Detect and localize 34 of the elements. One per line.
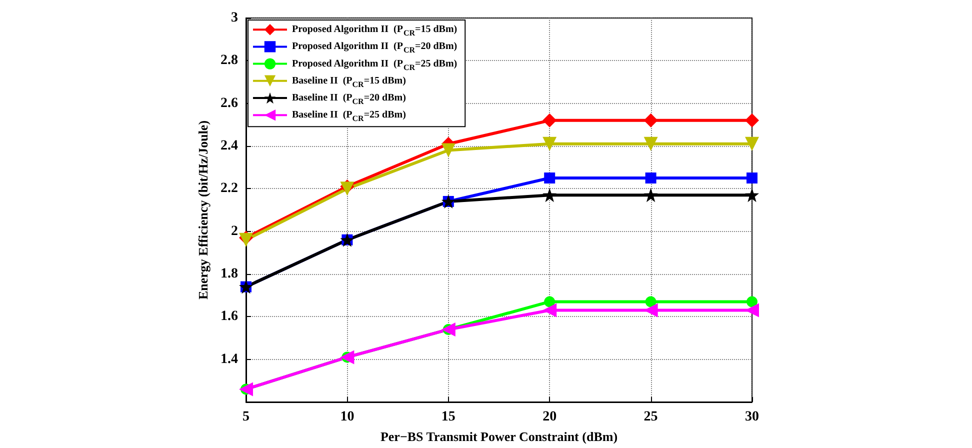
point	[745, 136, 759, 151]
point	[746, 296, 758, 308]
x-tick-label: 30	[745, 410, 759, 424]
y-tick-label: 2.6	[220, 96, 238, 111]
y-tick-label: 1.4	[220, 352, 238, 367]
point	[542, 188, 557, 202]
y-tick-label: 2.8	[220, 53, 238, 68]
y-tick-label: 3	[231, 10, 238, 26]
x-tick-label: 5	[242, 410, 250, 424]
point	[644, 136, 658, 151]
point	[544, 296, 556, 308]
point	[542, 136, 557, 151]
point	[542, 113, 557, 128]
x-axis-title: Per−BS Transmit Power Constraint (dBm)	[380, 429, 618, 444]
point	[544, 172, 556, 184]
point	[644, 113, 658, 128]
x-tick-label: 25	[644, 410, 658, 424]
point	[745, 113, 759, 128]
y-axis-title: Energy Efficiency (bit/Hz/Joule)	[196, 120, 211, 300]
point	[542, 303, 557, 318]
x-tick-label: 15	[441, 410, 456, 424]
point	[745, 188, 759, 202]
y-tick-label: 1.6	[220, 309, 238, 324]
x-tick-label: 20	[542, 410, 557, 424]
x-tick-label: 10	[340, 410, 354, 424]
y-tick-label: 2	[231, 224, 238, 239]
point	[644, 188, 658, 202]
point	[645, 296, 656, 308]
point	[746, 172, 758, 184]
y-tick-label: 2.2	[220, 181, 238, 196]
point	[441, 143, 456, 158]
point	[645, 172, 656, 184]
y-tick-label: 1.8	[220, 266, 238, 282]
y-tick-label: 2.4	[220, 138, 238, 154]
